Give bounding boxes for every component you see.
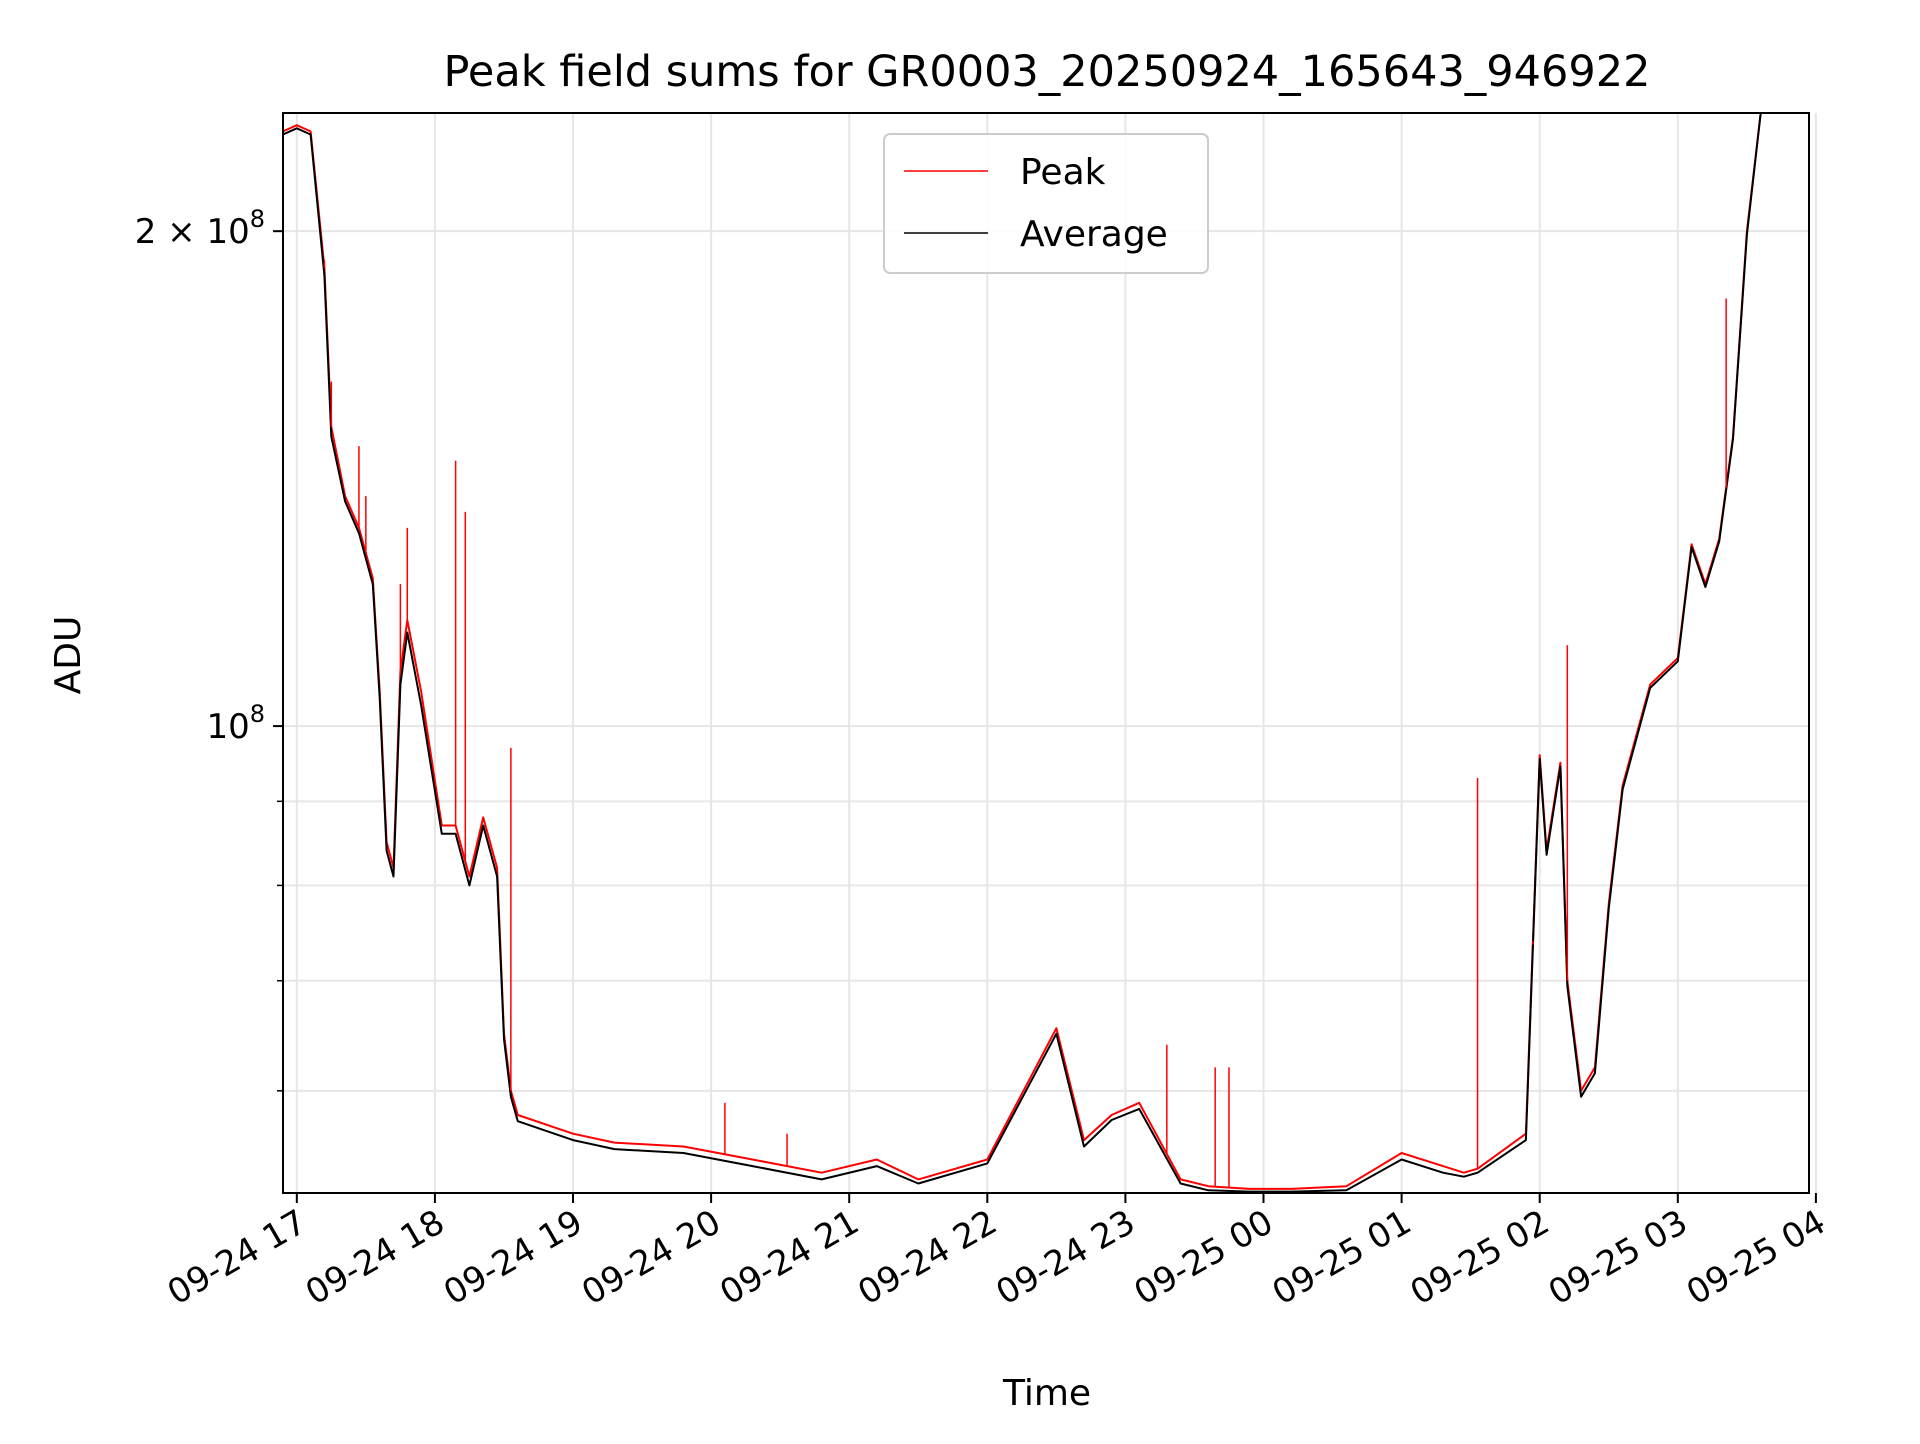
legend: Peak Average — [883, 133, 1209, 274]
series-clip-group — [283, 113, 1789, 1193]
y-axis-label: ADU — [48, 616, 89, 695]
y-tick-label: 2 × 108 — [135, 205, 265, 252]
series-layer — [283, 113, 1789, 1193]
legend-label-peak: Peak — [1020, 152, 1106, 193]
legend-label-average: Average — [1020, 214, 1168, 255]
y-tick-label: 108 — [206, 700, 265, 747]
chart-title: Peak field sums for GR0003_20250924_1656… — [444, 47, 1651, 97]
plot-frame — [282, 112, 1810, 1194]
y-axis-ticks: 108 2 × 108 — [135, 205, 283, 1092]
series-line-average — [283, 113, 1789, 1193]
legend-box — [883, 133, 1209, 274]
x-axis-label: Time — [1002, 1373, 1091, 1414]
